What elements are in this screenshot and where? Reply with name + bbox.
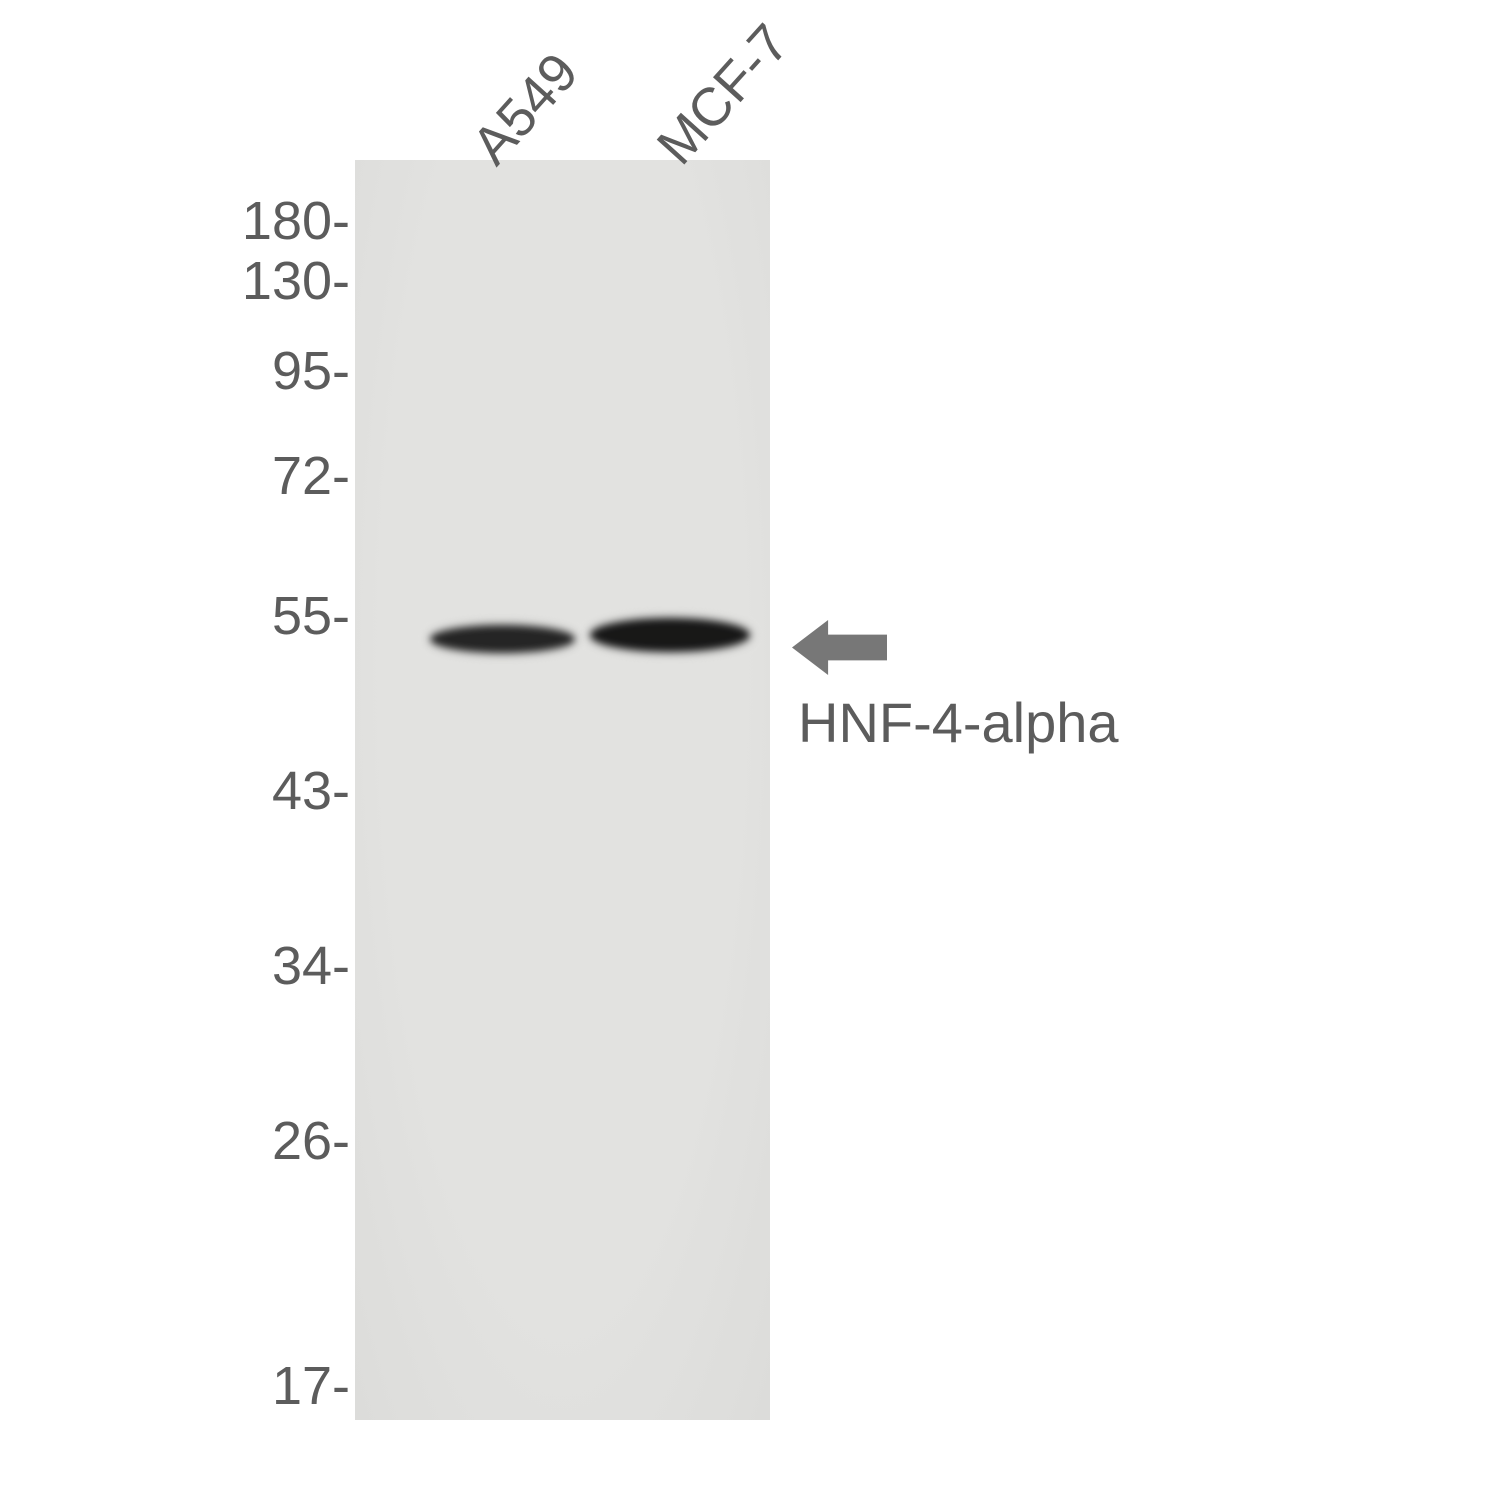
western-blot-figure: 180-130-95-72-55-43-34-26-17- A549MCF-7 … (0, 0, 1500, 1500)
target-arrow-icon (792, 620, 887, 675)
mw-marker: 26- (272, 1110, 350, 1172)
mw-marker: 34- (272, 935, 350, 997)
mw-marker: 95- (272, 340, 350, 402)
mw-marker: 72- (272, 445, 350, 507)
target-protein-label: HNF-4-alpha (798, 690, 1119, 755)
band-lane-1 (430, 625, 575, 653)
mw-marker: 130- (242, 250, 350, 312)
lane-label: MCF-7 (645, 12, 801, 176)
blot-membrane (355, 160, 770, 1420)
mw-marker: 55- (272, 585, 350, 647)
mw-marker: 180- (242, 190, 350, 252)
mw-marker: 43- (272, 760, 350, 822)
mw-marker: 17- (272, 1355, 350, 1417)
lane-label: A549 (460, 41, 590, 176)
band-lane-2 (590, 618, 750, 652)
